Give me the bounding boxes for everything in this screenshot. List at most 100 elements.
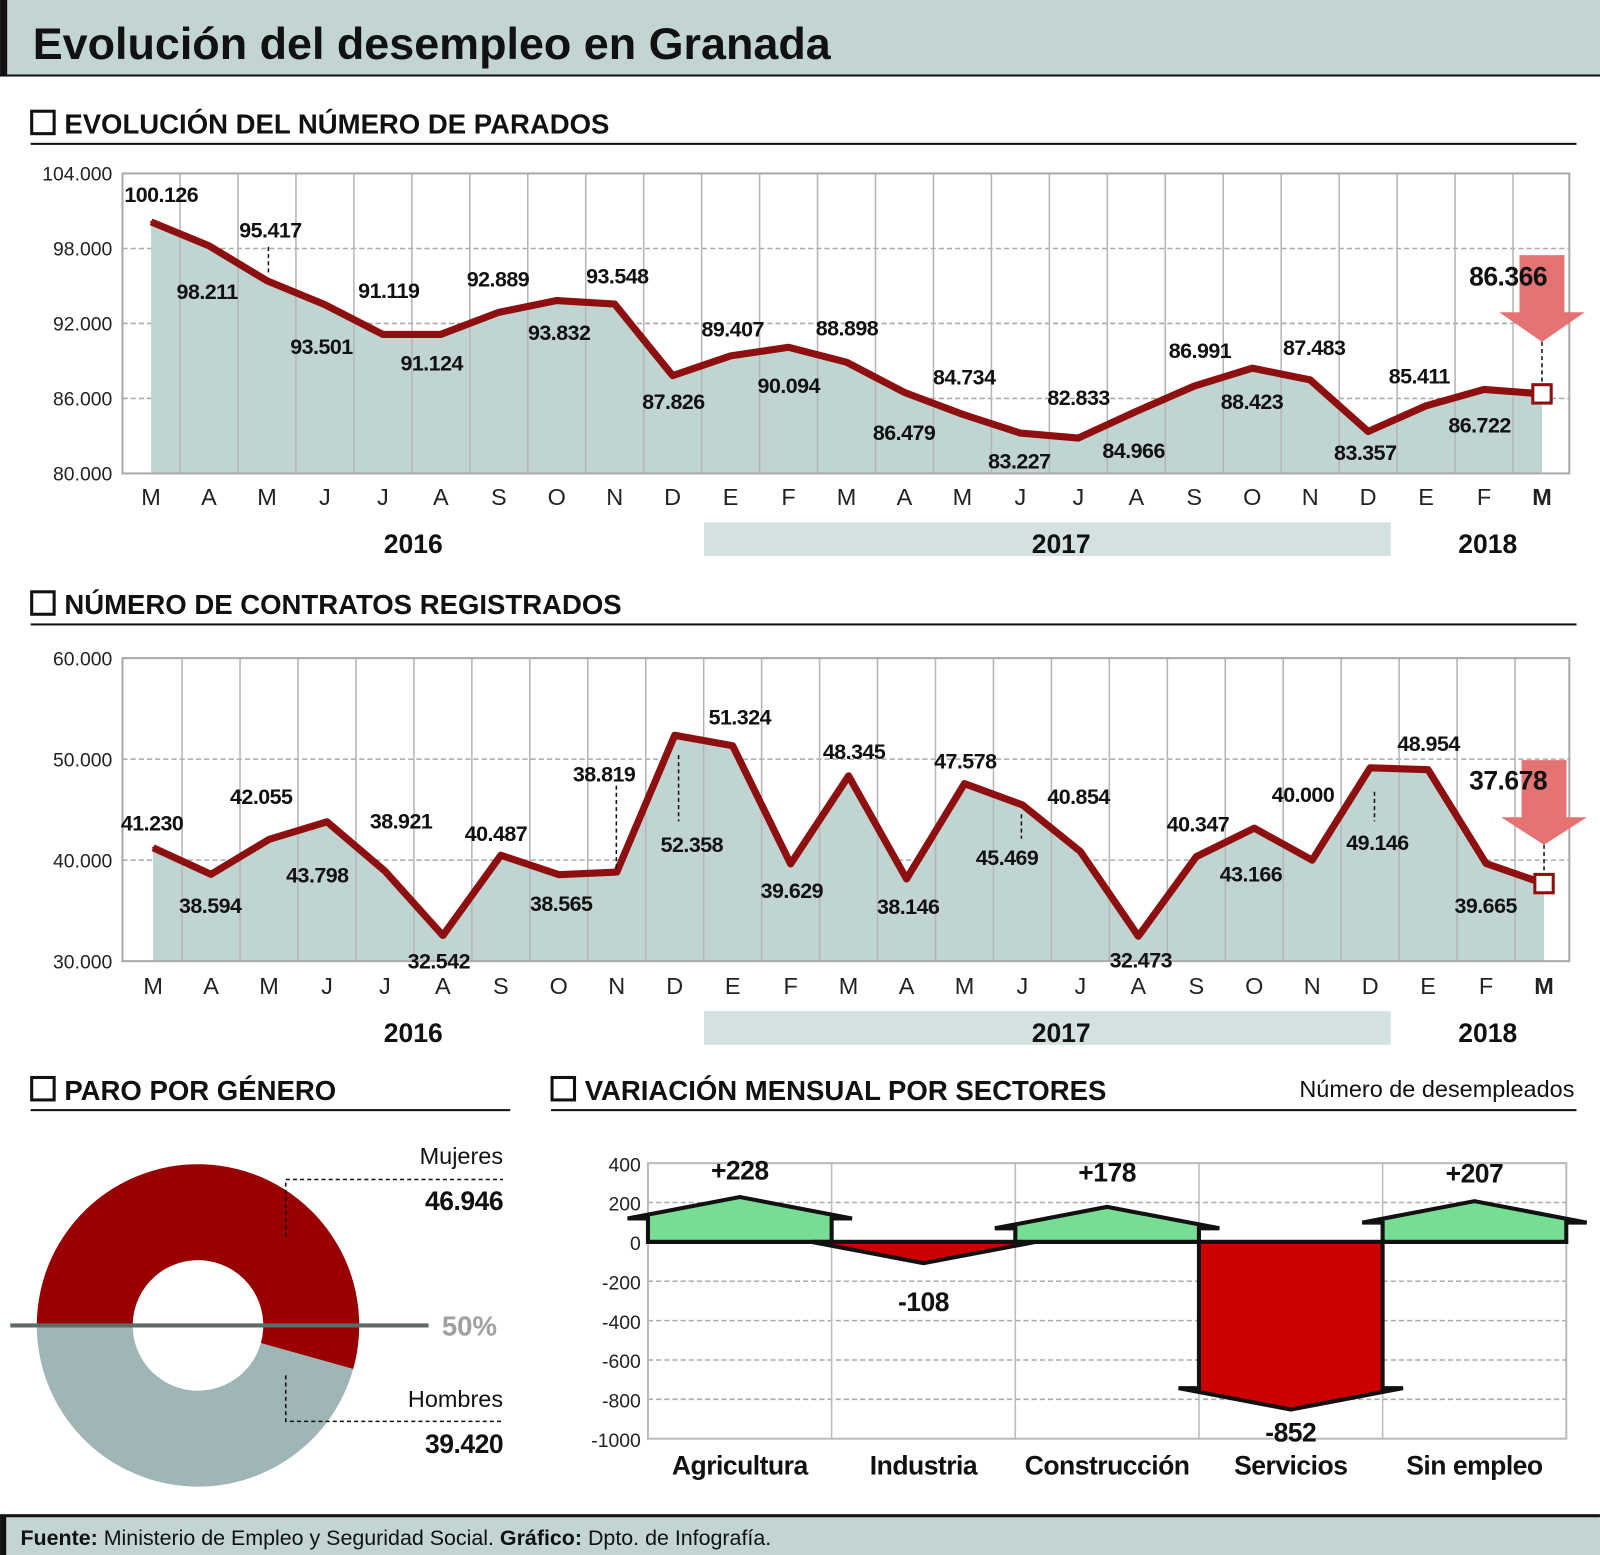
year-band-2017 (704, 1011, 1391, 1045)
sectores-bar-chart: 400 200 0 -200 -400 -600 -800 -1000 +228 Agricult… (591, 1154, 1588, 1480)
x-tick-label: N (1304, 973, 1321, 999)
x-tick-label: Agricultura (672, 1450, 809, 1480)
x-tick-label: J (319, 484, 331, 510)
data-point (439, 333, 442, 336)
data-label: -108 (898, 1287, 949, 1317)
data-point (1251, 367, 1254, 370)
parados-chart: 104.000 98.000 92.000 86.000 80.000 100.126 98… (42, 164, 1585, 559)
data-label: 95.417 (239, 219, 301, 243)
data-point (207, 244, 211, 247)
bar-arrow-up-icon (1361, 1199, 1588, 1244)
source-label: Fuente: (20, 1526, 97, 1550)
year-label: 2018 (1458, 529, 1517, 559)
source-text: Ministerio de Empleo y Seguridad Social. (98, 1526, 500, 1550)
data-label: 40.487 (465, 822, 527, 846)
x-tick-label: O (548, 484, 566, 510)
data-point (963, 782, 966, 785)
y-tick-label: 0 (630, 1233, 641, 1255)
y-tick-label: 400 (608, 1154, 641, 1176)
data-label: 93.548 (586, 265, 649, 289)
year-label: 2017 (1032, 1018, 1091, 1048)
data-label: 82.833 (1047, 386, 1110, 410)
y-tick-label: -600 (602, 1351, 641, 1373)
y-tick-label: 80.000 (53, 464, 112, 486)
data-point (905, 877, 908, 880)
data-point (1079, 850, 1082, 853)
x-tick-label: S (491, 484, 507, 510)
square-icon (30, 590, 56, 616)
x-tick-label: M (953, 484, 973, 510)
y-tick-label: 92.000 (53, 314, 112, 336)
data-label: +207 (1446, 1159, 1504, 1189)
graphic-text: Dpto. de Infografía. (582, 1526, 771, 1550)
data-point (381, 333, 384, 336)
x-tick-label: O (1245, 973, 1263, 999)
data-label: 87.826 (642, 390, 705, 414)
x-tick-label: F (783, 973, 797, 999)
plot-frame (121, 657, 1571, 963)
x-tick-label: A (433, 484, 449, 510)
data-label: 38.146 (877, 895, 940, 919)
data-label: 42.055 (230, 785, 293, 809)
data-point (847, 774, 850, 777)
last-point-marker (1531, 383, 1553, 405)
data-point (729, 354, 732, 357)
data-label: 86.366 (1469, 262, 1547, 292)
x-tick-label: A (435, 973, 451, 999)
x-tick-label: Servicios (1234, 1450, 1347, 1480)
x-tick-label: J (1072, 484, 1084, 510)
data-label: 93.832 (528, 321, 591, 345)
x-tick-label: N (606, 484, 623, 510)
y-tick-label: 98.000 (53, 239, 112, 261)
y-tick-label: -800 (602, 1390, 641, 1412)
x-tick-label: J (321, 973, 333, 999)
data-point (615, 871, 618, 874)
value-mujeres: 46.946 (425, 1186, 503, 1216)
data-point (210, 873, 213, 876)
section-rule (551, 1109, 1577, 1112)
data-point (152, 846, 155, 849)
data-point (903, 391, 906, 394)
footer-credits: Fuente: Ministerio de Empleo y Seguridad… (20, 1526, 771, 1550)
data-label: 47.578 (934, 749, 997, 773)
x-tick-label: S (493, 973, 509, 999)
bar-arrow-down-icon (1178, 1239, 1404, 1412)
data-label: 91.124 (400, 351, 463, 375)
x-tick-label: Industria (870, 1450, 978, 1480)
data-label: 88.423 (1221, 390, 1284, 414)
data-label: 49.146 (1346, 831, 1409, 855)
data-label: 38.594 (179, 894, 242, 918)
graphic-label: Gráfico: (500, 1526, 582, 1550)
data-point (671, 374, 674, 377)
data-point (267, 838, 271, 841)
x-tick-label: N (608, 973, 625, 999)
data-point (961, 413, 964, 416)
x-tick-label: N (1302, 484, 1319, 510)
x-tick-label: F (781, 484, 795, 510)
x-tick-label: A (203, 973, 219, 999)
y-tick-label: 40.000 (53, 850, 112, 872)
square-icon (30, 109, 56, 136)
x-tick-label: F (1479, 973, 1493, 999)
bar-arrow-up-icon (627, 1194, 853, 1244)
data-point (731, 744, 734, 747)
data-point (1021, 803, 1024, 806)
data-point (325, 820, 328, 823)
x-tick-label: M (1532, 484, 1552, 510)
data-label: 52.358 (661, 833, 724, 857)
data-point (1309, 378, 1312, 381)
x-tick-label: M (839, 973, 859, 999)
section-sectores-heading: VARIACIÓN MENSUAL POR SECTORES Número de… (550, 1075, 1577, 1112)
section-contratos-heading: NÚMERO DE CONTRATOS REGISTRADOS (30, 589, 1577, 626)
section-title: PARO POR GÉNERO (64, 1075, 336, 1106)
data-label: 43.166 (1220, 863, 1283, 887)
data-label: 40.347 (1167, 813, 1229, 837)
x-tick-label: M (257, 484, 277, 510)
x-tick-label: D (666, 973, 683, 999)
data-point (1137, 935, 1140, 938)
data-point (1311, 859, 1314, 862)
y-tick-label: 86.000 (53, 389, 112, 411)
data-label: 37.678 (1469, 766, 1547, 796)
data-label: 86.479 (873, 421, 936, 445)
x-tick-label: M (141, 484, 161, 510)
